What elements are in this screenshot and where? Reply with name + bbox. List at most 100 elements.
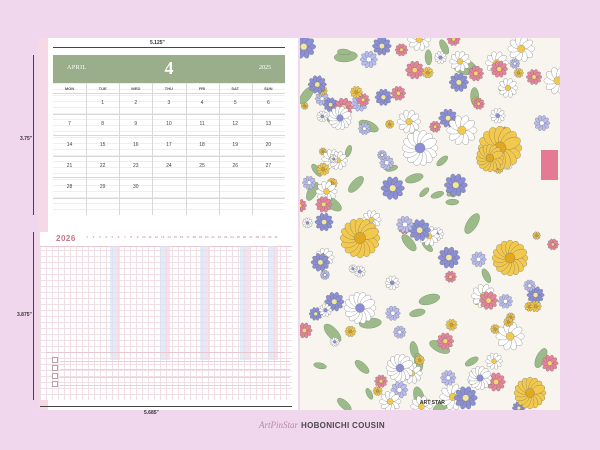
planner-day: 20 [205,235,209,239]
flower [300,322,313,339]
calendar-day[interactable]: 1 [101,100,105,106]
flower [358,122,371,135]
planner-day: 3 [98,235,101,239]
calendar-column-divider [185,83,187,215]
leaf [348,176,364,193]
planner-day: 4 [105,235,107,239]
flower [318,147,328,156]
planner-day: 24 [230,235,234,239]
calendar-day[interactable]: 25 [199,163,205,169]
flower [401,130,439,166]
calendar-day[interactable]: 12 [232,121,238,127]
calendar-day[interactable]: 10 [166,121,172,127]
calendar-day[interactable]: 13 [265,121,272,127]
flower [449,51,471,72]
calendar-day[interactable]: 18 [199,142,205,148]
calendar-day[interactable]: 19 [232,142,238,148]
calendar-row-divider [53,135,285,136]
flower [467,65,484,82]
calendar-day[interactable]: 24 [166,163,172,169]
flower [470,251,487,267]
calendar-weekday: SUN [264,86,273,91]
leaf [418,293,440,306]
flower [414,355,425,365]
checkbox[interactable] [52,365,58,371]
calendar-day[interactable]: 8 [101,121,105,127]
planner-day: 23 [224,235,228,239]
calendar-day[interactable]: 17 [166,142,172,148]
calendar-day[interactable]: 21 [66,163,73,169]
calendar-day[interactable]: 7 [68,121,71,127]
flower [329,337,340,347]
flower [541,355,559,372]
planner-day: 31 [274,235,278,239]
planner-day: 10 [142,235,146,239]
flower [379,391,402,410]
flower [372,38,392,56]
flower [385,354,415,382]
leaf [313,362,327,370]
calendar-column-divider [152,83,154,215]
calendar-day[interactable]: 9 [134,121,138,127]
flower [390,86,406,101]
calendar-weekday: MON [64,86,75,91]
flower [444,173,468,197]
checkbox[interactable] [52,373,58,379]
flower [327,106,353,130]
flower [372,386,383,396]
checkbox[interactable] [52,357,58,363]
leaf [419,187,430,198]
planner-week-band [160,246,170,360]
leaf [464,213,480,234]
calendar-day[interactable]: 2 [134,100,138,106]
calendar-day[interactable]: 5 [233,100,237,106]
flower [359,50,378,69]
planner-day: 18 [192,235,196,239]
calendar-day[interactable]: 6 [266,100,270,106]
planner-day: 2 [92,235,95,239]
leaf [306,181,319,201]
flower [448,72,469,92]
calendar-day[interactable]: 22 [99,163,106,169]
flower [467,366,493,390]
leaf [481,268,492,283]
calendar-day[interactable]: 16 [133,142,139,148]
yearly-planner: 2026 1 2 3 4 5 6 7 8 9 10 11 12 13 14 15 16 17 18 19 20 21 22… [40,232,292,400]
calendar-row-divider [53,177,285,178]
leaf [445,199,459,206]
flower [394,43,408,57]
flower [444,270,457,283]
leaf [409,308,426,317]
calendar-day[interactable]: 23 [133,163,139,169]
calendar-day[interactable]: 3 [167,100,171,106]
calendar-day[interactable]: 26 [232,163,238,169]
flower [498,294,513,309]
calendar-day[interactable]: 14 [66,142,73,148]
checkbox[interactable] [52,381,58,387]
calendar-day[interactable]: 15 [99,142,106,148]
floral-pattern [300,38,560,410]
dimension-line-bottom [40,406,292,407]
flower [380,176,405,200]
calendar-weekday: THU [164,86,174,91]
calendar-day[interactable]: 11 [199,121,205,127]
calendar-day[interactable]: 28 [66,184,73,190]
leaf [337,398,352,410]
planner-week-band [240,246,250,360]
planner-day: 17 [186,235,190,239]
calendar-column-divider [119,83,121,215]
flower [348,264,358,273]
flower [438,108,458,128]
flower [497,78,519,98]
calendar-day[interactable]: 20 [265,142,272,148]
flower [533,115,551,131]
flower [507,38,535,62]
calendar-day[interactable]: 27 [265,163,272,169]
flower [489,108,506,124]
flower [302,217,313,229]
calendar-day[interactable]: 30 [133,184,139,190]
flower [405,61,425,80]
calendar-day[interactable]: 4 [200,100,204,106]
leaf [405,173,424,184]
calendar-day[interactable]: 29 [99,184,106,190]
